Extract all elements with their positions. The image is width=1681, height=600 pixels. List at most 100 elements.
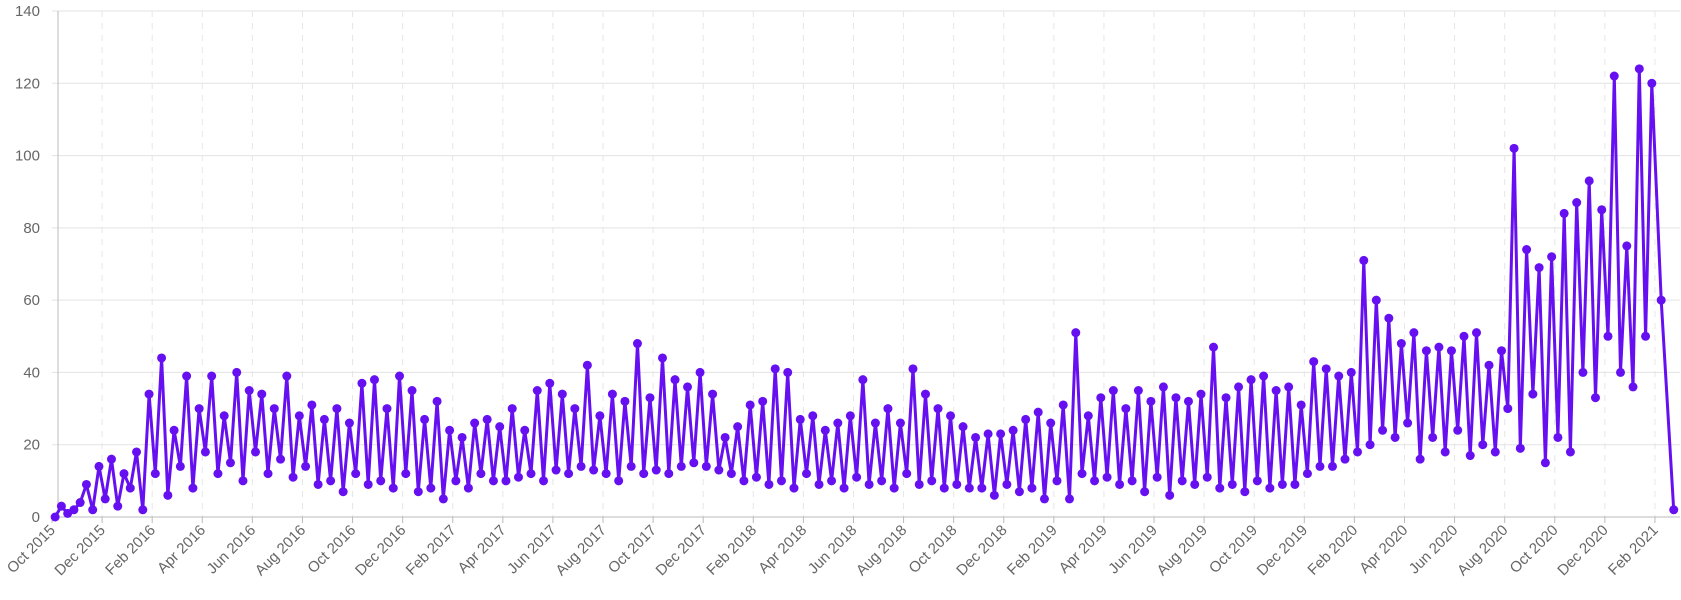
x-tick-label: Feb 2017	[403, 522, 460, 579]
point	[225, 458, 235, 468]
point	[313, 479, 323, 489]
point	[276, 454, 286, 464]
point	[144, 389, 154, 399]
point	[539, 476, 549, 486]
point	[338, 487, 348, 497]
point	[695, 367, 705, 377]
y-tick-label: 80	[23, 220, 40, 237]
point	[1534, 263, 1544, 273]
point	[150, 469, 160, 479]
point	[1284, 382, 1294, 392]
point	[1503, 404, 1513, 414]
point	[50, 512, 60, 522]
point	[1146, 396, 1156, 406]
point	[989, 490, 999, 500]
point	[1403, 418, 1413, 428]
point	[701, 461, 711, 471]
point	[470, 418, 480, 428]
point	[1584, 176, 1594, 186]
point	[1334, 371, 1344, 381]
x-tick-label: Feb 2020	[1304, 522, 1361, 579]
point	[864, 479, 874, 489]
point	[1622, 241, 1632, 251]
point	[883, 404, 893, 414]
point	[1046, 418, 1056, 428]
point	[833, 418, 843, 428]
point	[1209, 342, 1219, 352]
point	[870, 418, 880, 428]
point	[814, 479, 824, 489]
point	[332, 404, 342, 414]
point	[307, 400, 317, 410]
point	[1641, 331, 1651, 341]
point	[1271, 386, 1281, 395]
point	[1378, 425, 1388, 435]
y-tick-label: 60	[23, 292, 40, 309]
point	[157, 353, 167, 363]
point	[1058, 400, 1068, 410]
point	[1177, 476, 1187, 486]
point	[288, 472, 298, 482]
point	[708, 389, 718, 399]
point	[908, 364, 918, 374]
x-tick-label: Jun 2018	[805, 522, 861, 578]
point	[789, 483, 799, 493]
point	[557, 389, 567, 399]
point	[1259, 371, 1269, 381]
point	[138, 505, 148, 515]
point	[983, 429, 993, 439]
x-tick-label: Feb 2018	[703, 522, 760, 579]
point	[401, 469, 411, 479]
point	[751, 472, 761, 482]
point	[1039, 494, 1049, 504]
point	[1559, 208, 1569, 218]
point	[645, 393, 655, 403]
point	[1578, 367, 1588, 377]
point	[971, 432, 981, 442]
point	[1096, 393, 1106, 403]
x-tick-label: Dec 2016	[352, 522, 409, 579]
point	[820, 425, 830, 435]
point	[1647, 78, 1657, 88]
point	[119, 469, 129, 479]
point	[1227, 479, 1237, 489]
point	[827, 476, 837, 486]
point	[1309, 357, 1319, 367]
point	[582, 360, 592, 370]
point	[1065, 494, 1074, 504]
point	[69, 505, 79, 515]
point	[858, 375, 868, 385]
point	[1628, 382, 1638, 392]
point	[451, 476, 461, 486]
point	[545, 378, 555, 388]
point	[895, 418, 905, 428]
point	[113, 501, 123, 511]
point	[238, 476, 248, 486]
x-tick-label: Oct 2017	[605, 522, 660, 577]
point	[1077, 469, 1087, 479]
point	[163, 490, 173, 500]
point	[1202, 472, 1212, 482]
point	[1008, 425, 1018, 435]
point	[251, 447, 260, 457]
point	[194, 404, 204, 414]
point	[1014, 487, 1024, 497]
x-tick-label: Aug 2016	[252, 522, 309, 579]
point	[438, 494, 448, 504]
point	[1522, 245, 1532, 255]
point	[426, 483, 436, 493]
point	[1528, 389, 1538, 399]
point	[952, 479, 962, 489]
point	[507, 404, 517, 414]
point	[1428, 432, 1438, 442]
point	[1158, 382, 1168, 392]
point	[639, 469, 649, 479]
point	[357, 378, 367, 388]
point	[996, 429, 1006, 439]
point	[726, 469, 736, 479]
y-tick-label: 40	[23, 364, 40, 381]
x-tick-label: Jun 2020	[1406, 522, 1462, 578]
point	[576, 461, 586, 471]
point	[1540, 458, 1550, 468]
point	[977, 483, 987, 493]
